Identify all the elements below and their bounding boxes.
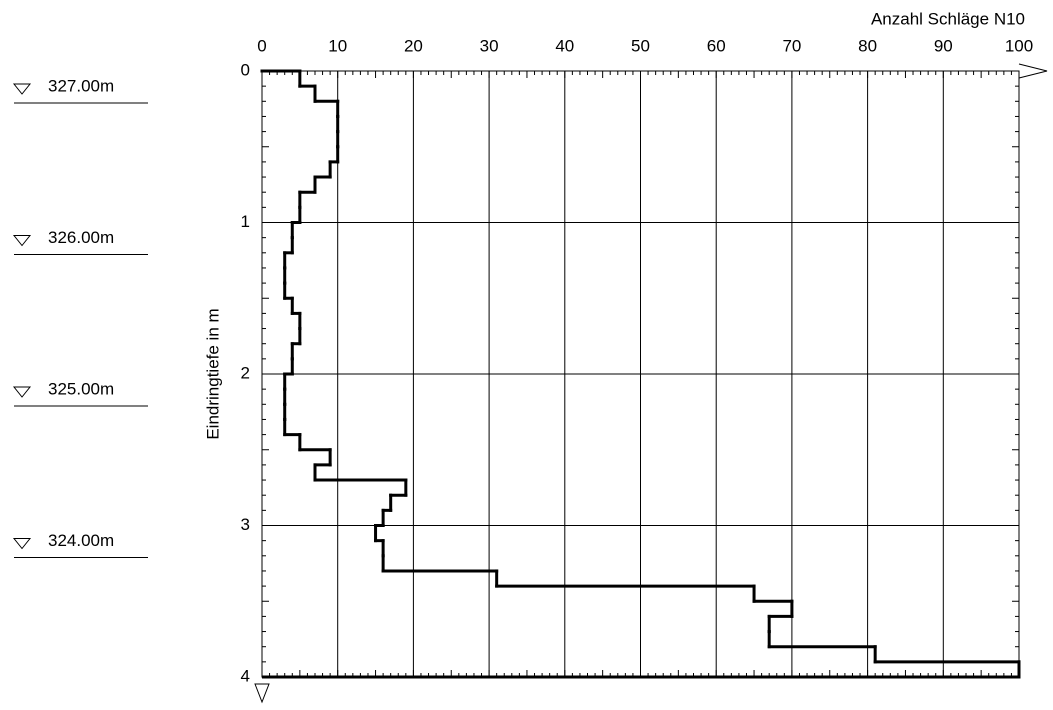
x-tick-label: 40: [555, 36, 574, 55]
x-tick-label: 50: [631, 36, 650, 55]
elevation-marker: [12, 386, 32, 398]
y-tick-label: 0: [241, 60, 250, 79]
x-tick-label: 70: [782, 36, 801, 55]
x-tick-label: 100: [1005, 36, 1033, 55]
x-axis-arrow: [1018, 63, 1048, 79]
elevation-marker: [12, 83, 32, 95]
elevation-marker: [12, 538, 32, 550]
x-tick-label: 80: [858, 36, 877, 55]
x-tick-label: 0: [257, 36, 266, 55]
y-axis-label: Eindringtiefe in m: [203, 308, 222, 439]
elevation-label: 324.00m: [48, 531, 114, 550]
y-tick-label: 2: [241, 363, 250, 382]
elevation-label: 325.00m: [48, 379, 114, 398]
y-axis-arrow: [254, 683, 270, 704]
elevation-label: 326.00m: [48, 228, 114, 247]
x-tick-label: 60: [707, 36, 726, 55]
elevation-marker: [12, 235, 32, 247]
x-axis-label: Anzahl Schläge N10: [871, 9, 1025, 28]
elevation-label: 327.00m: [48, 76, 114, 95]
y-tick-label: 3: [241, 515, 250, 534]
x-tick-label: 90: [934, 36, 953, 55]
x-tick-label: 20: [404, 36, 423, 55]
x-tick-label: 10: [328, 36, 347, 55]
x-tick-label: 30: [480, 36, 499, 55]
y-tick-label: 1: [241, 212, 250, 231]
y-tick-label: 4: [241, 666, 250, 685]
